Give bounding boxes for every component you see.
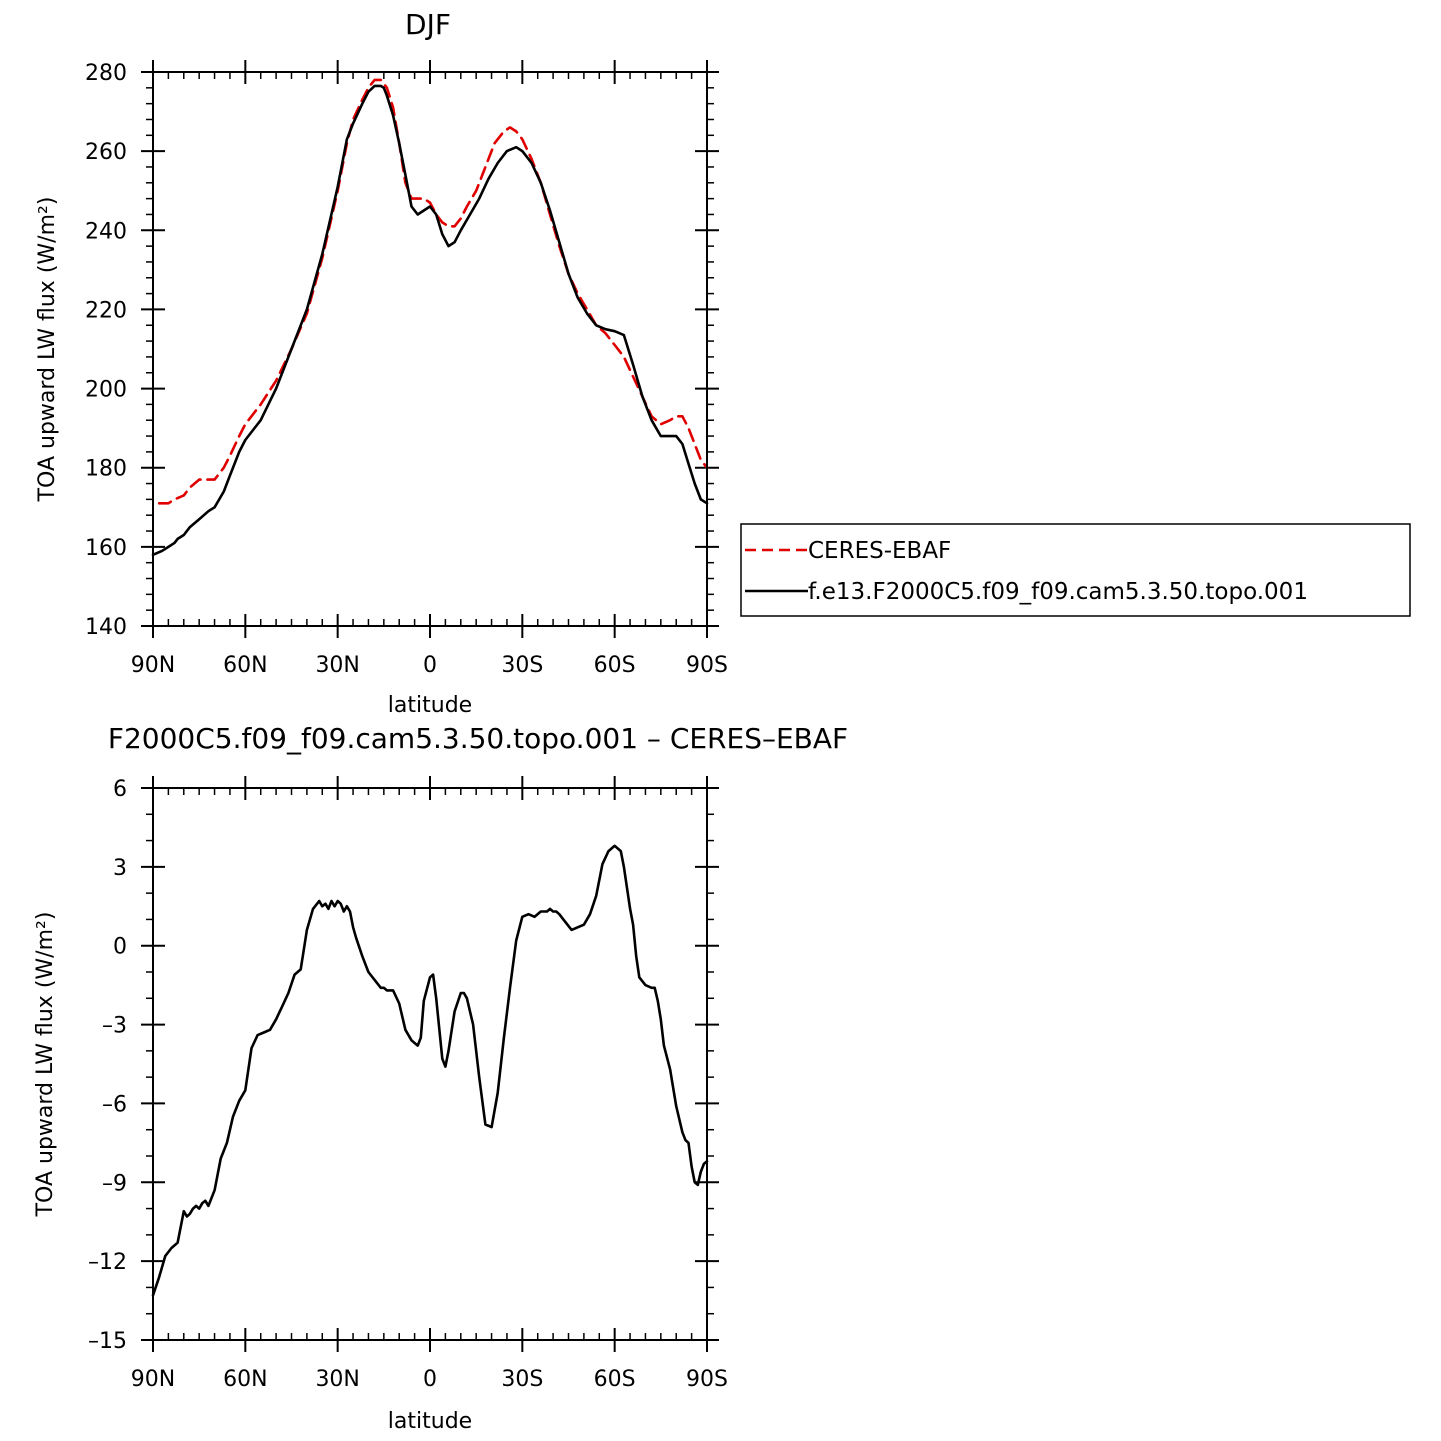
x-tick-label: 90S (686, 653, 728, 678)
top-panel: DJF 140 160 180 200 220 240 260 280 90N 60N 30N 0 3… (35, 8, 728, 718)
top-y-axis-label: TOA upward LW flux (W/m²) (35, 197, 60, 503)
top-x-axis-label: latitude (388, 693, 472, 718)
x-tick-label: 90N (131, 653, 175, 678)
y-tick-label: –12 (88, 1250, 127, 1275)
y-tick-label: 3 (113, 856, 127, 881)
x-tick-label: 30S (501, 1367, 543, 1392)
y-tick-label: 220 (85, 298, 127, 323)
x-tick-label: 60S (594, 653, 636, 678)
bottom-panel: F2000C5.f09_f09.cam5.3.50.topo.001 – CER… (33, 722, 848, 1434)
f-e13-f2000c5-f09-f09-cam5-3-50-topo-001-line (151, 84, 709, 557)
bottom-plot-frame (152, 787, 708, 1341)
bottom-y-axis-label: TOA upward LW flux (W/m²) (33, 912, 58, 1218)
x-tick-label: 60N (223, 1367, 267, 1392)
legend-label-model: f.e13.F2000C5.f09_f09.cam5.3.50.topo.001 (808, 579, 1308, 605)
y-tick-label: 200 (85, 378, 127, 403)
top-plot-frame (152, 71, 708, 627)
y-tick-label: 260 (85, 140, 127, 165)
bottom-chart-title: F2000C5.f09_f09.cam5.3.50.topo.001 – CER… (108, 722, 848, 755)
legend: CERES-EBAF f.e13.F2000C5.f09_f09.cam5.3.… (740, 523, 1411, 617)
y-tick-label: 180 (85, 457, 127, 482)
bottom-axis-ticks (141, 776, 719, 1352)
legend-label-ceres-ebaf: CERES-EBAF (808, 538, 951, 564)
bottom-x-tick-labels: 90N 60N 30N 0 30S 60S 90S (131, 1367, 728, 1392)
top-series-lines (151, 78, 709, 557)
x-tick-label: 60S (594, 1367, 636, 1392)
x-tick-label: 90N (131, 1367, 175, 1392)
y-tick-label: 6 (113, 777, 127, 802)
x-tick-label: 30S (501, 653, 543, 678)
ceres-ebaf-line (157, 78, 709, 505)
y-tick-label: 160 (85, 536, 127, 561)
y-tick-label: –9 (102, 1171, 127, 1196)
y-tick-label: 240 (85, 219, 127, 244)
bottom-series-lines (151, 844, 709, 1297)
x-tick-label: 0 (423, 1367, 437, 1392)
top-y-tick-labels: 140 160 180 200 220 240 260 280 (85, 61, 127, 640)
x-tick-label: 0 (423, 653, 437, 678)
y-tick-label: 280 (85, 61, 127, 86)
top-axis-ticks (141, 60, 719, 638)
x-tick-label: 90S (686, 1367, 728, 1392)
difference-line (151, 844, 709, 1297)
x-tick-label: 30N (315, 653, 359, 678)
y-tick-label: 140 (85, 615, 127, 640)
y-tick-label: –15 (88, 1329, 127, 1354)
y-tick-label: –6 (102, 1092, 127, 1117)
x-tick-label: 60N (223, 653, 267, 678)
y-tick-label: –3 (102, 1014, 127, 1039)
legend-box (740, 523, 1411, 617)
bottom-x-axis-label: latitude (388, 1409, 472, 1434)
top-chart-title: DJF (405, 8, 451, 41)
top-x-tick-labels: 90N 60N 30N 0 30S 60S 90S (131, 653, 728, 678)
x-tick-label: 30N (315, 1367, 359, 1392)
bottom-y-tick-labels: –15 –12 –9 –6 –3 0 3 6 (88, 777, 127, 1354)
y-tick-label: 0 (113, 935, 127, 960)
